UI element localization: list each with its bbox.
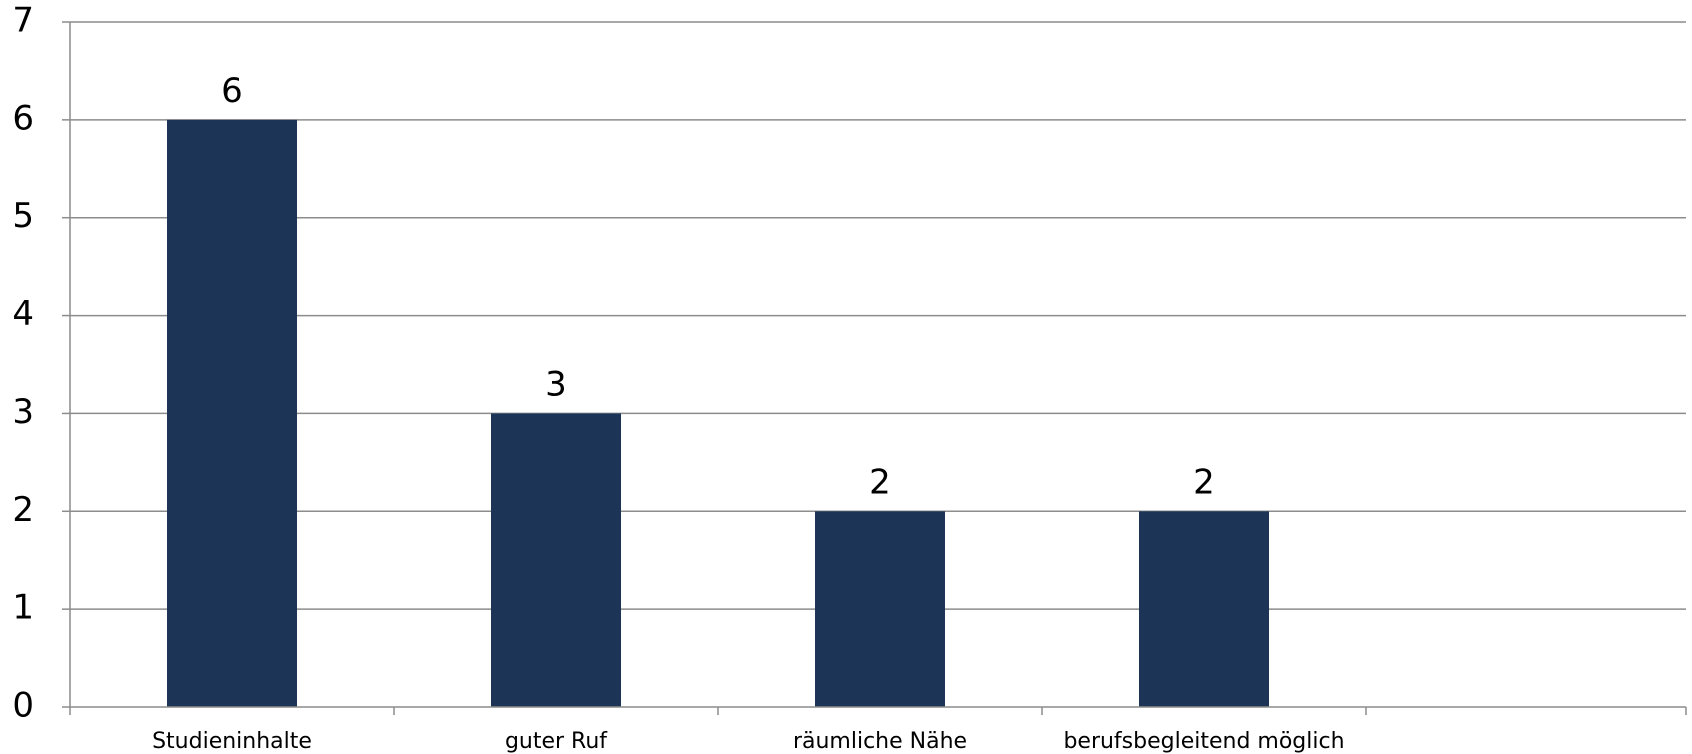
labels: 0 1 2 3 4 5 6 7 6 Studieninhalte 3 guter Ruf 2 räumli… [12,1,1344,754]
x-tick-label: berufsbegleitend möglich [1063,729,1344,754]
y-tick-label: 6 [12,98,34,138]
data-label: 6 [221,71,243,111]
bar [491,413,621,707]
y-tick-label: 1 [12,588,34,628]
data-label: 2 [869,462,891,502]
y-tick-label: 4 [12,294,34,334]
y-tick-label: 2 [12,490,34,530]
data-label: 2 [1193,462,1215,502]
bar [1139,511,1269,707]
axes [62,21,1687,715]
bars [167,119,1269,708]
bar [815,511,945,707]
y-tick-label: 5 [12,196,34,236]
y-tick-label: 7 [12,1,34,41]
x-tick-label: guter Ruf [505,729,608,754]
y-tick-label: 0 [12,686,34,726]
x-tick-label: räumliche Nähe [793,729,967,754]
data-label: 3 [545,364,567,404]
x-tick-label: Studieninhalte [152,729,312,754]
y-tick-label: 3 [12,392,34,432]
bar [167,119,297,708]
gridlines [70,21,1686,610]
